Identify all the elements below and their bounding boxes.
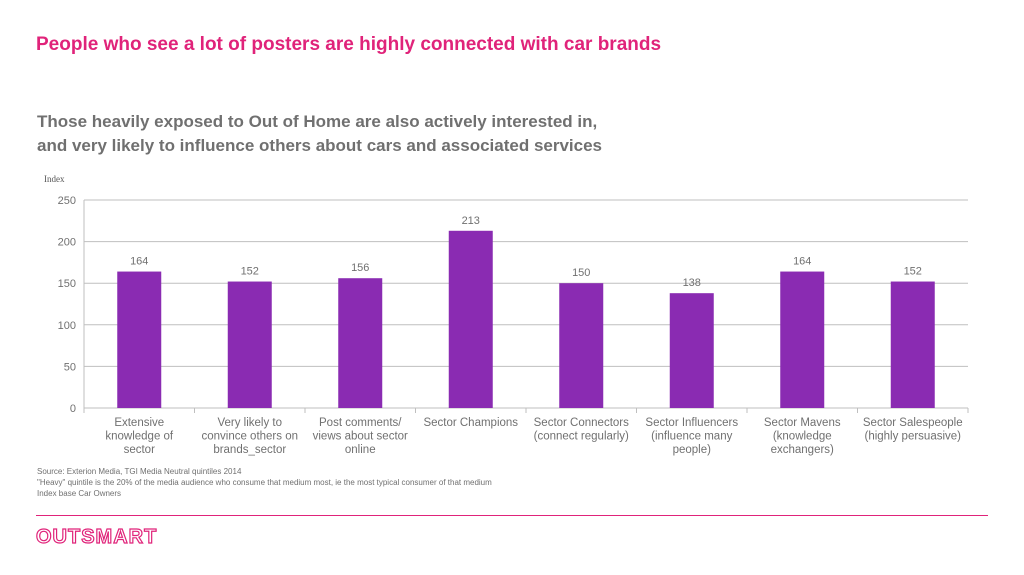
x-tick-label: Sector Salespeople (highly persuasive) — [863, 417, 963, 443]
data-label: 138 — [683, 277, 701, 289]
y-tick-label: 250 — [58, 195, 76, 207]
data-label: 152 — [904, 266, 922, 278]
data-label: 152 — [241, 266, 259, 278]
x-tick-label: Sector Champions — [423, 417, 518, 429]
y-tick-label: 100 — [58, 320, 76, 332]
x-tick-label: Sector Mavens (knowledge exchangers) — [764, 417, 841, 456]
footnote-index-base: Index base Car Owners — [37, 489, 122, 498]
page-title: People who see a lot of posters are high… — [36, 34, 662, 55]
y-tick-label: 0 — [70, 403, 76, 415]
y-tick-label: 50 — [64, 361, 76, 373]
bar — [338, 278, 383, 408]
outsmart-logo: OUTSMART — [35, 525, 158, 548]
y-tick-label: 200 — [58, 237, 76, 249]
y-tick-label: 150 — [58, 278, 76, 290]
footnote-source: Source: Exterion Media, TGI Media Neutra… — [37, 467, 242, 476]
data-label: 156 — [351, 262, 369, 274]
data-label: 164 — [130, 256, 148, 268]
bar — [227, 281, 272, 408]
bar-chart: Index 0 50 100 150 200 250 164 Extensive knowledg… — [44, 174, 969, 456]
x-tick-label: Sector Influencers (influence many people) — [645, 417, 738, 456]
bar — [669, 293, 714, 408]
subtitle: Those heavily exposed to Out of Home are… — [37, 110, 602, 158]
footnotes: Source: Exterion Media, TGI Media Neutra… — [37, 466, 492, 499]
x-tick-label: Post comments/views about sector online — [313, 417, 408, 456]
x-tick-label: Extensive knowledge of sector — [105, 417, 174, 456]
data-label: 164 — [793, 256, 811, 268]
data-label: 150 — [572, 267, 590, 279]
bar — [780, 271, 825, 408]
y-axis-title: Index — [44, 174, 65, 184]
bar — [448, 230, 493, 408]
subtitle-line-2: and very likely to influence others abou… — [37, 136, 603, 155]
x-tick-label: Sector Connectors (connect regularly) — [534, 417, 629, 443]
footer-divider — [36, 515, 988, 516]
bar — [117, 271, 162, 408]
bar — [559, 283, 604, 408]
footnote-heavy-definition: "Heavy" quintile is the 20% of the media… — [37, 478, 492, 487]
subtitle-line-1: Those heavily exposed to Out of Home are… — [37, 112, 598, 131]
bar — [890, 281, 935, 408]
data-label: 213 — [462, 215, 480, 227]
x-tick-label: Very likely to convince others on brands_s… — [201, 417, 298, 456]
